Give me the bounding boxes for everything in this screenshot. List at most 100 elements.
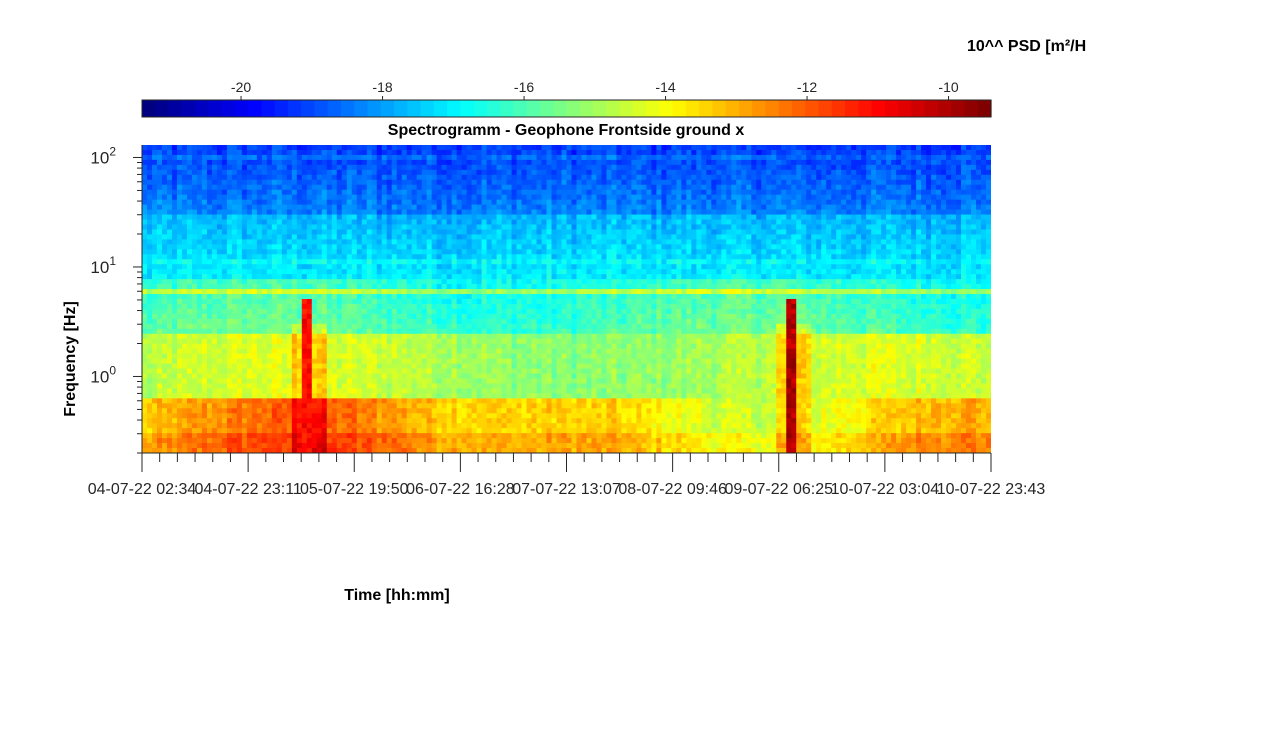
heatmap-cell (356, 259, 363, 265)
heatmap-cell (621, 264, 627, 270)
heatmap-cell (361, 194, 368, 201)
heatmap-cell (726, 189, 732, 196)
heatmap-cell (726, 229, 732, 235)
heatmap-cell (891, 224, 897, 230)
heatmap-cell (956, 249, 962, 255)
heatmap-cell (586, 149, 592, 156)
heatmap-cell (861, 234, 867, 240)
heatmap-cell (941, 254, 947, 260)
heatmap-cell (966, 209, 972, 216)
heatmap-cell (621, 229, 627, 235)
heatmap-cell (411, 164, 418, 171)
heatmap-cell (766, 204, 772, 211)
heatmap-cell (311, 234, 318, 240)
heatmap-cell (166, 234, 173, 240)
heatmap-cell (576, 199, 582, 206)
heatmap-cell (961, 224, 967, 230)
heatmap-cell (646, 249, 652, 255)
heatmap-cell (361, 244, 368, 250)
heatmap-cell (786, 264, 792, 270)
heatmap-cell (476, 154, 483, 161)
heatmap-cell (686, 199, 692, 206)
heatmap-cell (651, 249, 657, 255)
heatmap-cell (171, 209, 178, 216)
heatmap-cell (841, 249, 847, 255)
heatmap-cell (196, 209, 203, 216)
heatmap-cell (276, 154, 283, 161)
heatmap-cell (891, 269, 897, 275)
heatmap-cell (806, 264, 812, 270)
heatmap-cell (276, 244, 283, 250)
heatmap-cell (976, 164, 982, 171)
heatmap-cell (546, 239, 553, 245)
heatmap-cell (471, 189, 478, 196)
heatmap-cell (926, 244, 932, 250)
heatmap-cell (811, 249, 817, 255)
heatmap-cell (296, 264, 303, 270)
heatmap-cell (151, 279, 158, 285)
heatmap-cell (291, 254, 298, 260)
heatmap-cell (786, 214, 792, 221)
heatmap-cell (266, 145, 273, 151)
heatmap-cell (201, 284, 208, 290)
heatmap-cell (241, 174, 248, 181)
heatmap-cell (691, 164, 697, 171)
heatmap-cell (506, 154, 513, 161)
heatmap-cell (471, 239, 478, 245)
heatmap-cell (226, 194, 233, 201)
heatmap-cell (361, 264, 368, 270)
heatmap-cell (301, 234, 308, 240)
heatmap-cell (481, 199, 488, 206)
heatmap-cell (481, 269, 488, 275)
heatmap-cell (426, 234, 433, 240)
heatmap-cell (326, 234, 333, 240)
heatmap-cell (746, 249, 752, 255)
heatmap-cell (556, 154, 562, 161)
heatmap-cell (761, 149, 767, 156)
heatmap-cell (221, 224, 228, 230)
heatmap-cell (446, 149, 453, 156)
heatmap-cell (466, 154, 473, 161)
heatmap-cell (476, 229, 483, 235)
heatmap-cell (436, 169, 443, 176)
heatmap-cell (456, 184, 463, 191)
heatmap-cell (501, 145, 508, 151)
heatmap-cell (416, 164, 423, 171)
heatmap-cell (511, 249, 518, 255)
heatmap-cell (936, 169, 942, 176)
heatmap-cell (846, 279, 852, 285)
heatmap-cell (541, 149, 548, 156)
heatmap-cell (801, 194, 807, 201)
heatmap-cell (706, 209, 712, 216)
heatmap-cell (501, 274, 508, 280)
heatmap-cell (776, 179, 782, 186)
heatmap-cell (156, 149, 163, 156)
heatmap-cell (811, 224, 817, 230)
heatmap-cell (811, 239, 817, 245)
heatmap-cell (251, 279, 258, 285)
heatmap-cell (776, 194, 782, 201)
heatmap-cell (271, 259, 278, 265)
heatmap-cell (451, 209, 458, 216)
heatmap-cell (476, 279, 483, 285)
heatmap-cell (711, 234, 717, 240)
heatmap-cell (536, 274, 543, 280)
heatmap-cell (851, 284, 857, 290)
heatmap-cell (731, 219, 737, 225)
heatmap-cell (386, 204, 393, 211)
heatmap-cell (521, 214, 528, 221)
heatmap-cell (506, 199, 513, 206)
heatmap-cell (656, 179, 662, 186)
heatmap-cell (281, 244, 288, 250)
heatmap-cell (666, 159, 672, 166)
heatmap-cell (426, 179, 433, 186)
heatmap-cell (916, 169, 922, 176)
heatmap-cell (956, 279, 962, 285)
heatmap-cell (831, 204, 837, 211)
heatmap-cell (186, 239, 193, 245)
heatmap-cell (156, 204, 163, 211)
heatmap-cell (261, 239, 268, 245)
heatmap-cell (596, 179, 602, 186)
heatmap-cell (826, 284, 832, 290)
heatmap-cell (911, 274, 917, 280)
